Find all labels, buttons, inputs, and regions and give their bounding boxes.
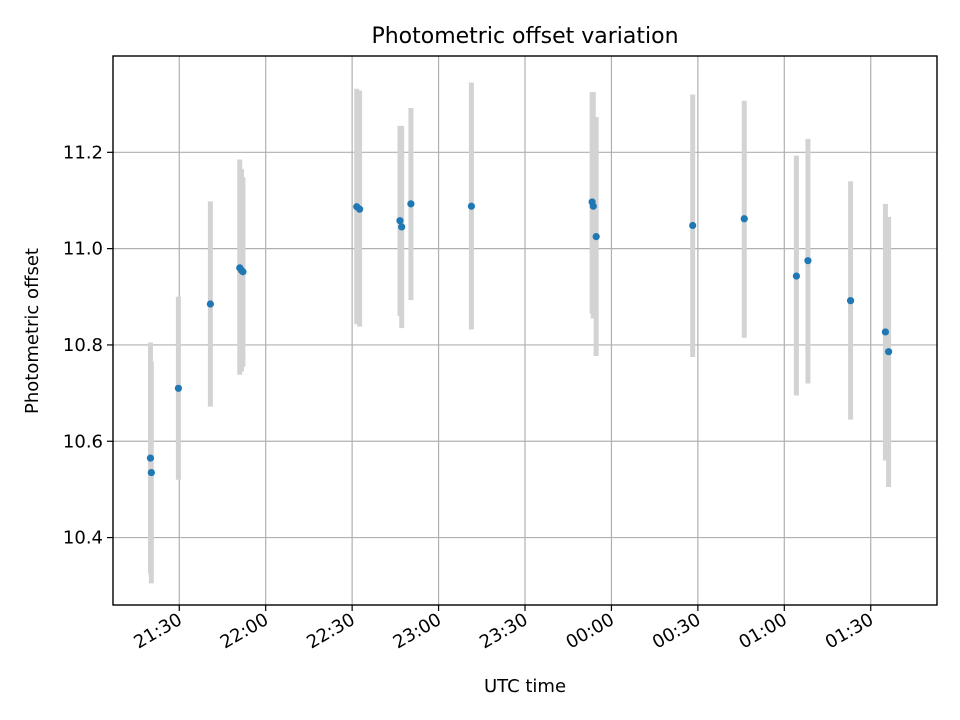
data-point [239, 268, 247, 276]
y-tick-label: 10.4 [63, 528, 103, 549]
data-point [740, 215, 748, 223]
data-point [881, 328, 890, 336]
y-axis-ticks: 10.4 10.6 10.8 11.0 11.2 [63, 142, 113, 549]
data-point [884, 348, 893, 356]
data-point [846, 297, 855, 305]
data-point [147, 468, 155, 477]
data-point [396, 217, 404, 225]
y-axis-label: Photometric offset [22, 248, 43, 414]
y-tick-label: 10.8 [63, 335, 103, 356]
data-point [589, 202, 597, 210]
data-point [689, 221, 697, 230]
data-point [398, 223, 406, 231]
y-tick-label: 10.6 [63, 431, 103, 452]
chart-title: Photometric offset variation [371, 24, 678, 49]
y-tick-label: 11.0 [63, 239, 103, 260]
data-point [467, 202, 476, 210]
data-point [356, 205, 364, 213]
data-point [804, 257, 812, 265]
y-tick-label: 11.2 [63, 142, 103, 163]
data-point [792, 272, 801, 280]
data-points [146, 198, 893, 477]
data-point [592, 232, 600, 241]
x-axis-label: UTC time [484, 676, 566, 697]
grid [113, 56, 937, 605]
data-point [407, 200, 415, 208]
data-point [146, 454, 155, 462]
data-point [174, 384, 183, 392]
data-point [206, 300, 214, 308]
